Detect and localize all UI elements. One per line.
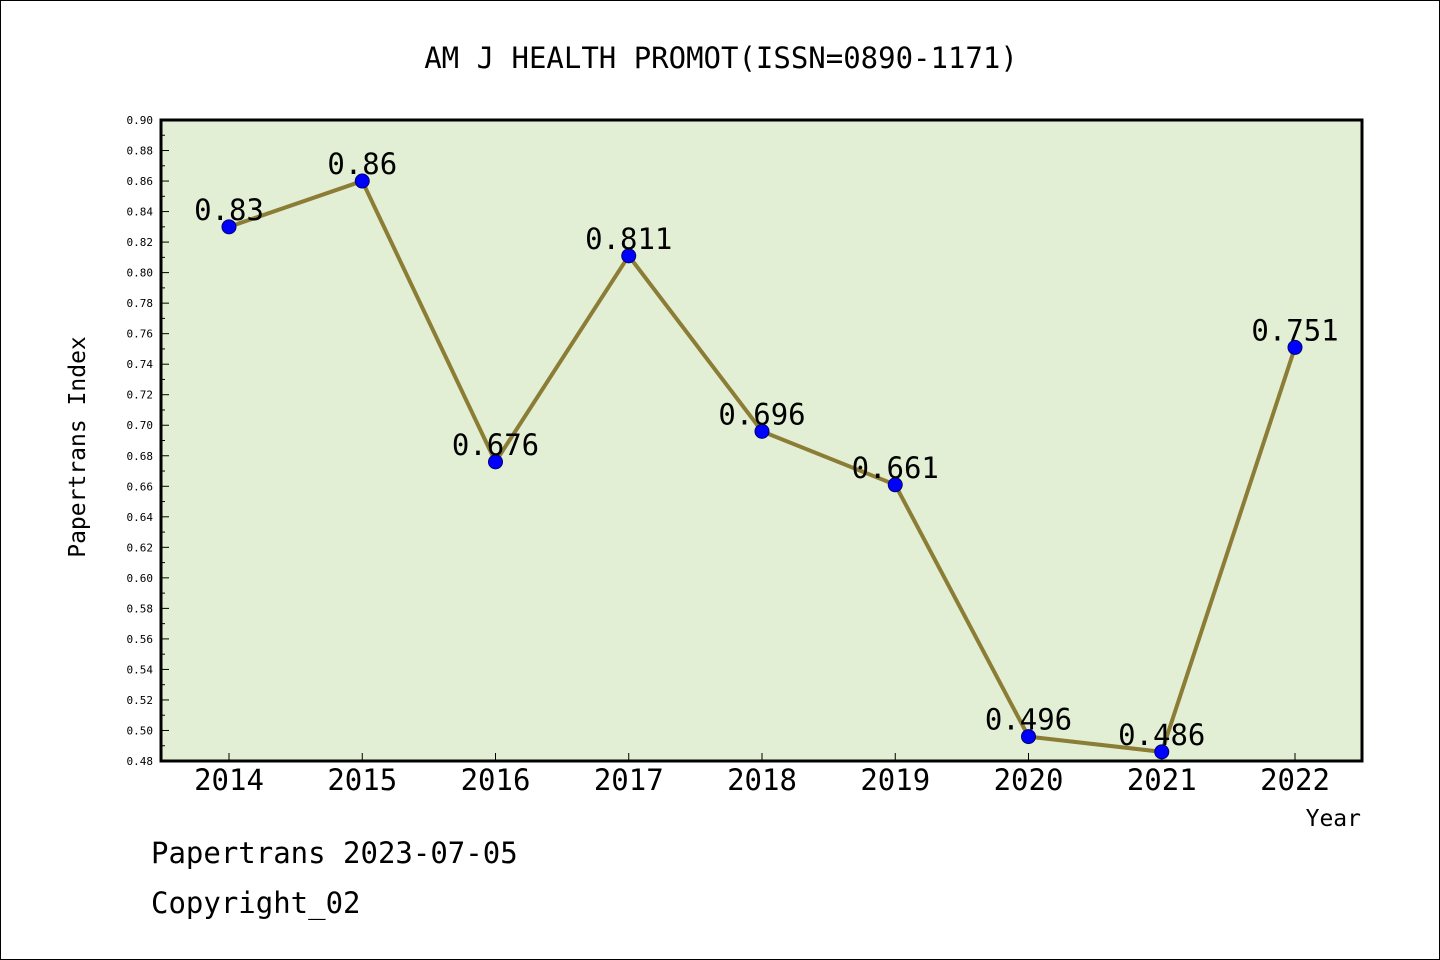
data-point (488, 454, 503, 470)
x-axis: 2014 2015 2016 2017 2018 2019 2020 2021 2022 (194, 753, 1330, 797)
y-tick-label: 0.50 (127, 724, 154, 737)
plot-area (159, 118, 1364, 763)
footer-source-text: Papertrans 2023-07-05 (151, 836, 518, 870)
data-label: 0.496 (985, 703, 1072, 737)
y-tick-label: 0.62 (127, 541, 154, 554)
x-tick-label: 2021 (1127, 763, 1197, 797)
y-tick-label: 0.54 (127, 663, 154, 676)
data-label: 0.486 (1118, 718, 1205, 752)
y-tick-label: 0.76 (127, 328, 154, 341)
data-labels: 0.83 0.86 0.676 0.811 0.696 0.661 0.496 0.486 0.… (194, 147, 1339, 752)
x-tick-label: 2019 (860, 763, 930, 797)
chart-title: AM J HEALTH PROMOT(ISSN=0890-1171) (424, 41, 1018, 75)
y-tick-label: 0.66 (127, 480, 154, 493)
data-point (1154, 744, 1170, 760)
y-tick-label: 0.72 (127, 389, 154, 402)
data-label: 0.661 (852, 451, 939, 485)
y-axis-label: Papertrans Index (65, 336, 91, 558)
x-tick-label: 2022 (1260, 763, 1330, 797)
y-tick-label: 0.56 (127, 633, 154, 646)
data-label: 0.83 (194, 193, 264, 227)
y-tick-label: 0.90 (127, 114, 154, 127)
data-label: 0.696 (718, 397, 805, 431)
y-tick-label: 0.82 (127, 236, 154, 249)
y-tick-label: 0.60 (127, 572, 154, 585)
data-point (354, 173, 370, 189)
data-point (1287, 339, 1303, 355)
x-axis-label: Year (1306, 806, 1361, 832)
data-point (221, 219, 237, 235)
footer-copyright-text: Copyright_02 (151, 886, 361, 920)
data-label: 0.86 (327, 147, 397, 181)
x-tick-label: 2018 (727, 763, 797, 797)
x-tick-label: 2020 (994, 763, 1064, 797)
y-tick-label: 0.58 (127, 602, 154, 615)
data-point (887, 477, 903, 493)
x-tick-label: 2015 (327, 763, 397, 797)
y-tick-label: 0.52 (127, 694, 154, 707)
y-tick-label: 0.48 (127, 755, 154, 768)
y-tick-label: 0.64 (127, 511, 154, 524)
data-label: 0.811 (585, 222, 672, 256)
x-tick-label: 2016 (461, 763, 531, 797)
y-tick-label: 0.78 (127, 297, 154, 310)
x-tick-label: 2017 (594, 763, 664, 797)
data-label: 0.751 (1251, 313, 1338, 347)
y-tick-label: 0.68 (127, 450, 154, 463)
y-tick-label: 0.84 (127, 206, 154, 219)
y-tick-label: 0.70 (127, 419, 154, 432)
data-point (754, 423, 770, 439)
y-tick-label: 0.88 (127, 145, 154, 158)
y-tick-label: 0.74 (127, 358, 154, 371)
y-tick-label: 0.86 (127, 175, 154, 188)
data-label: 0.676 (452, 428, 539, 462)
y-axis: 0.48 0.50 0.52 0.54 0.56 0.58 0.60 0.62 0.64 0.66… (127, 114, 169, 768)
series-line-group (221, 173, 1303, 760)
data-point (621, 248, 637, 264)
x-tick-label: 2014 (194, 763, 264, 797)
y-tick-label: 0.80 (127, 267, 154, 280)
data-point (1021, 729, 1036, 745)
